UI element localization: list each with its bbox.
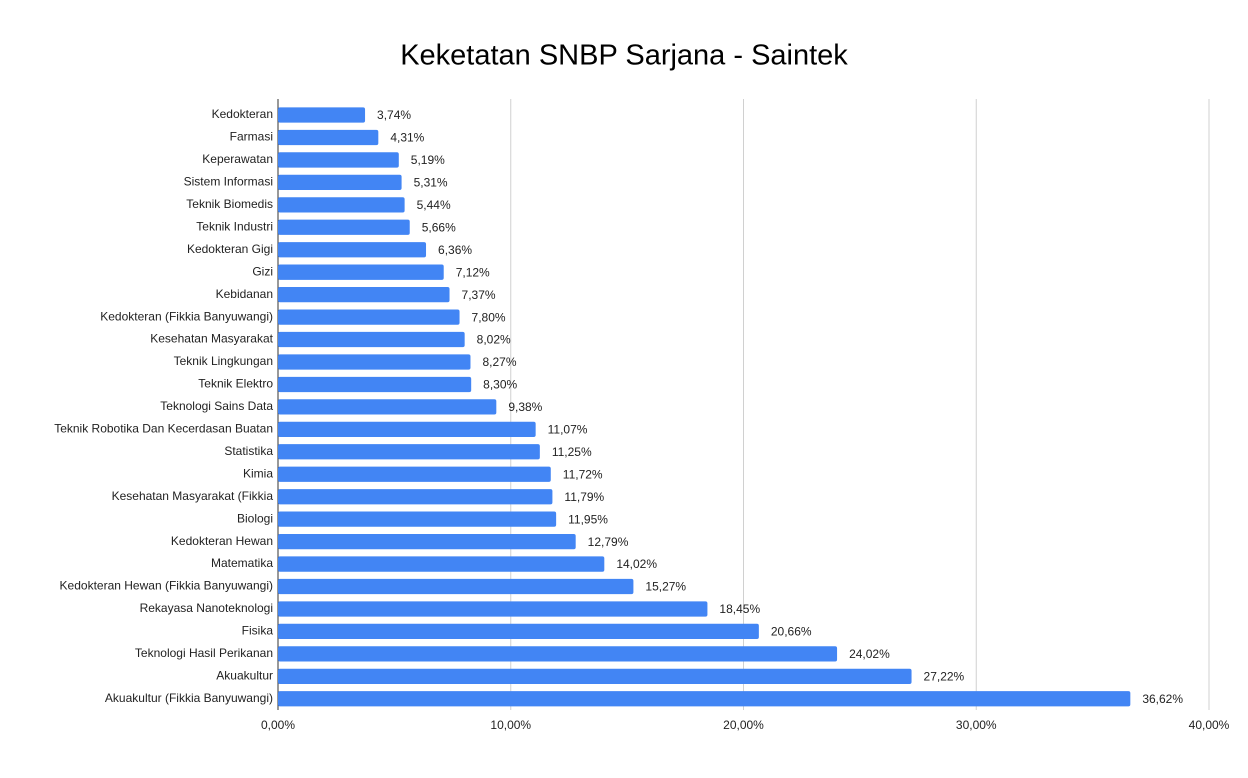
y-tick-label: Kesehatan Masyarakat (Fikkia (112, 489, 274, 503)
data-label: 7,80% (472, 310, 506, 324)
bar (278, 578, 634, 595)
data-label: 12,79% (588, 535, 629, 549)
data-label: 5,44% (417, 198, 451, 212)
y-tick-label: Biologi (237, 511, 273, 525)
bar (278, 444, 540, 460)
bar (278, 623, 759, 640)
data-label: 11,07% (548, 423, 588, 437)
data-label: 4,31% (390, 131, 424, 145)
y-tick-label: Teknik Elektro (198, 377, 273, 391)
data-label: 14,02% (616, 557, 657, 571)
y-tick-label: Teknik Industri (196, 219, 273, 233)
bar (278, 129, 379, 146)
bar (278, 668, 912, 684)
y-tick-label: Teknik Robotika Dan Kecerdasan Buatan (54, 422, 273, 436)
y-tick-label: Keperawatan (202, 152, 273, 166)
bar (278, 556, 605, 572)
data-label: 15,27% (645, 580, 686, 594)
data-label: 5,31% (414, 176, 448, 190)
y-tick-label: Kedokteran Hewan (171, 534, 273, 548)
data-label: 11,95% (568, 512, 608, 526)
data-label: 18,45% (719, 602, 760, 616)
bar (278, 152, 399, 168)
y-tick-label: Kedokteran Hewan (Fikkia Banyuwangi) (60, 579, 273, 593)
y-tick-label: Farmasi (230, 130, 273, 144)
data-label: 8,02% (477, 333, 511, 347)
y-tick-label: Kesehatan Masyarakat (150, 332, 273, 346)
data-label: 9,38% (508, 400, 542, 414)
data-label: 27,22% (924, 669, 965, 683)
y-tick-label: Akuakultur (216, 668, 273, 682)
bar (278, 287, 450, 303)
chart-title: Keketatan SNBP Sarjana - Saintek (400, 40, 848, 72)
bar (278, 489, 553, 505)
y-tick-label: Teknik Lingkungan (174, 354, 273, 368)
y-tick-label: Teknologi Sains Data (160, 399, 273, 413)
data-label: 5,19% (411, 153, 445, 167)
data-label: 8,30% (483, 378, 517, 392)
y-tick-label: Akuakultur (Fikkia Banyuwangi) (105, 691, 273, 705)
x-tick-label: 10,00% (490, 718, 531, 732)
bar (278, 242, 427, 258)
y-tick-label: Gizi (252, 264, 273, 278)
bar (278, 399, 497, 415)
data-label: 7,12% (456, 265, 490, 279)
data-label: 11,72% (563, 467, 603, 481)
bar (278, 511, 557, 527)
bar (278, 309, 460, 325)
x-tick-label: 20,00% (723, 718, 764, 732)
bar (278, 331, 465, 348)
y-tick-label: Statistika (224, 444, 273, 458)
bar (278, 174, 402, 191)
x-tick-label: 0,00% (261, 718, 295, 732)
x-tick-label: 30,00% (956, 718, 997, 732)
bar (278, 601, 708, 617)
data-label: 11,25% (552, 445, 592, 459)
bar (278, 466, 551, 482)
data-label: 36,62% (1142, 692, 1183, 706)
bar (278, 219, 410, 235)
bar (278, 264, 444, 280)
y-tick-label: Kebidanan (216, 287, 273, 301)
y-tick-label: Kedokteran Gigi (187, 242, 273, 256)
data-label: 7,37% (462, 288, 496, 302)
bar (278, 376, 472, 393)
y-tick-label: Fisika (242, 624, 274, 638)
y-tick-label: Matematika (211, 556, 273, 570)
x-tick-label: 40,00% (1189, 718, 1230, 732)
bar (278, 421, 536, 437)
bar (278, 197, 405, 213)
bar (278, 646, 838, 662)
bar (278, 691, 1131, 707)
bar (278, 533, 576, 550)
data-label: 8,27% (482, 355, 516, 369)
data-label: 6,36% (438, 243, 472, 257)
bar (278, 354, 471, 370)
data-label: 20,66% (771, 625, 812, 639)
y-tick-label: Kimia (243, 466, 273, 480)
bar (278, 107, 366, 123)
data-label: 5,66% (422, 220, 456, 234)
y-tick-label: Teknik Biomedis (186, 197, 273, 211)
y-tick-label: Sistem Informasi (184, 175, 273, 189)
data-label: 24,02% (849, 647, 890, 661)
y-tick-label: Teknologi Hasil Perikanan (135, 646, 273, 660)
data-label: 11,79% (564, 490, 604, 504)
y-tick-label: Rekayasa Nanoteknologi (140, 601, 273, 615)
y-tick-label: Kedokteran (Fikkia Banyuwangi) (100, 309, 273, 323)
data-label: 3,74% (377, 108, 411, 122)
y-tick-label: Kedokteran (212, 107, 273, 121)
